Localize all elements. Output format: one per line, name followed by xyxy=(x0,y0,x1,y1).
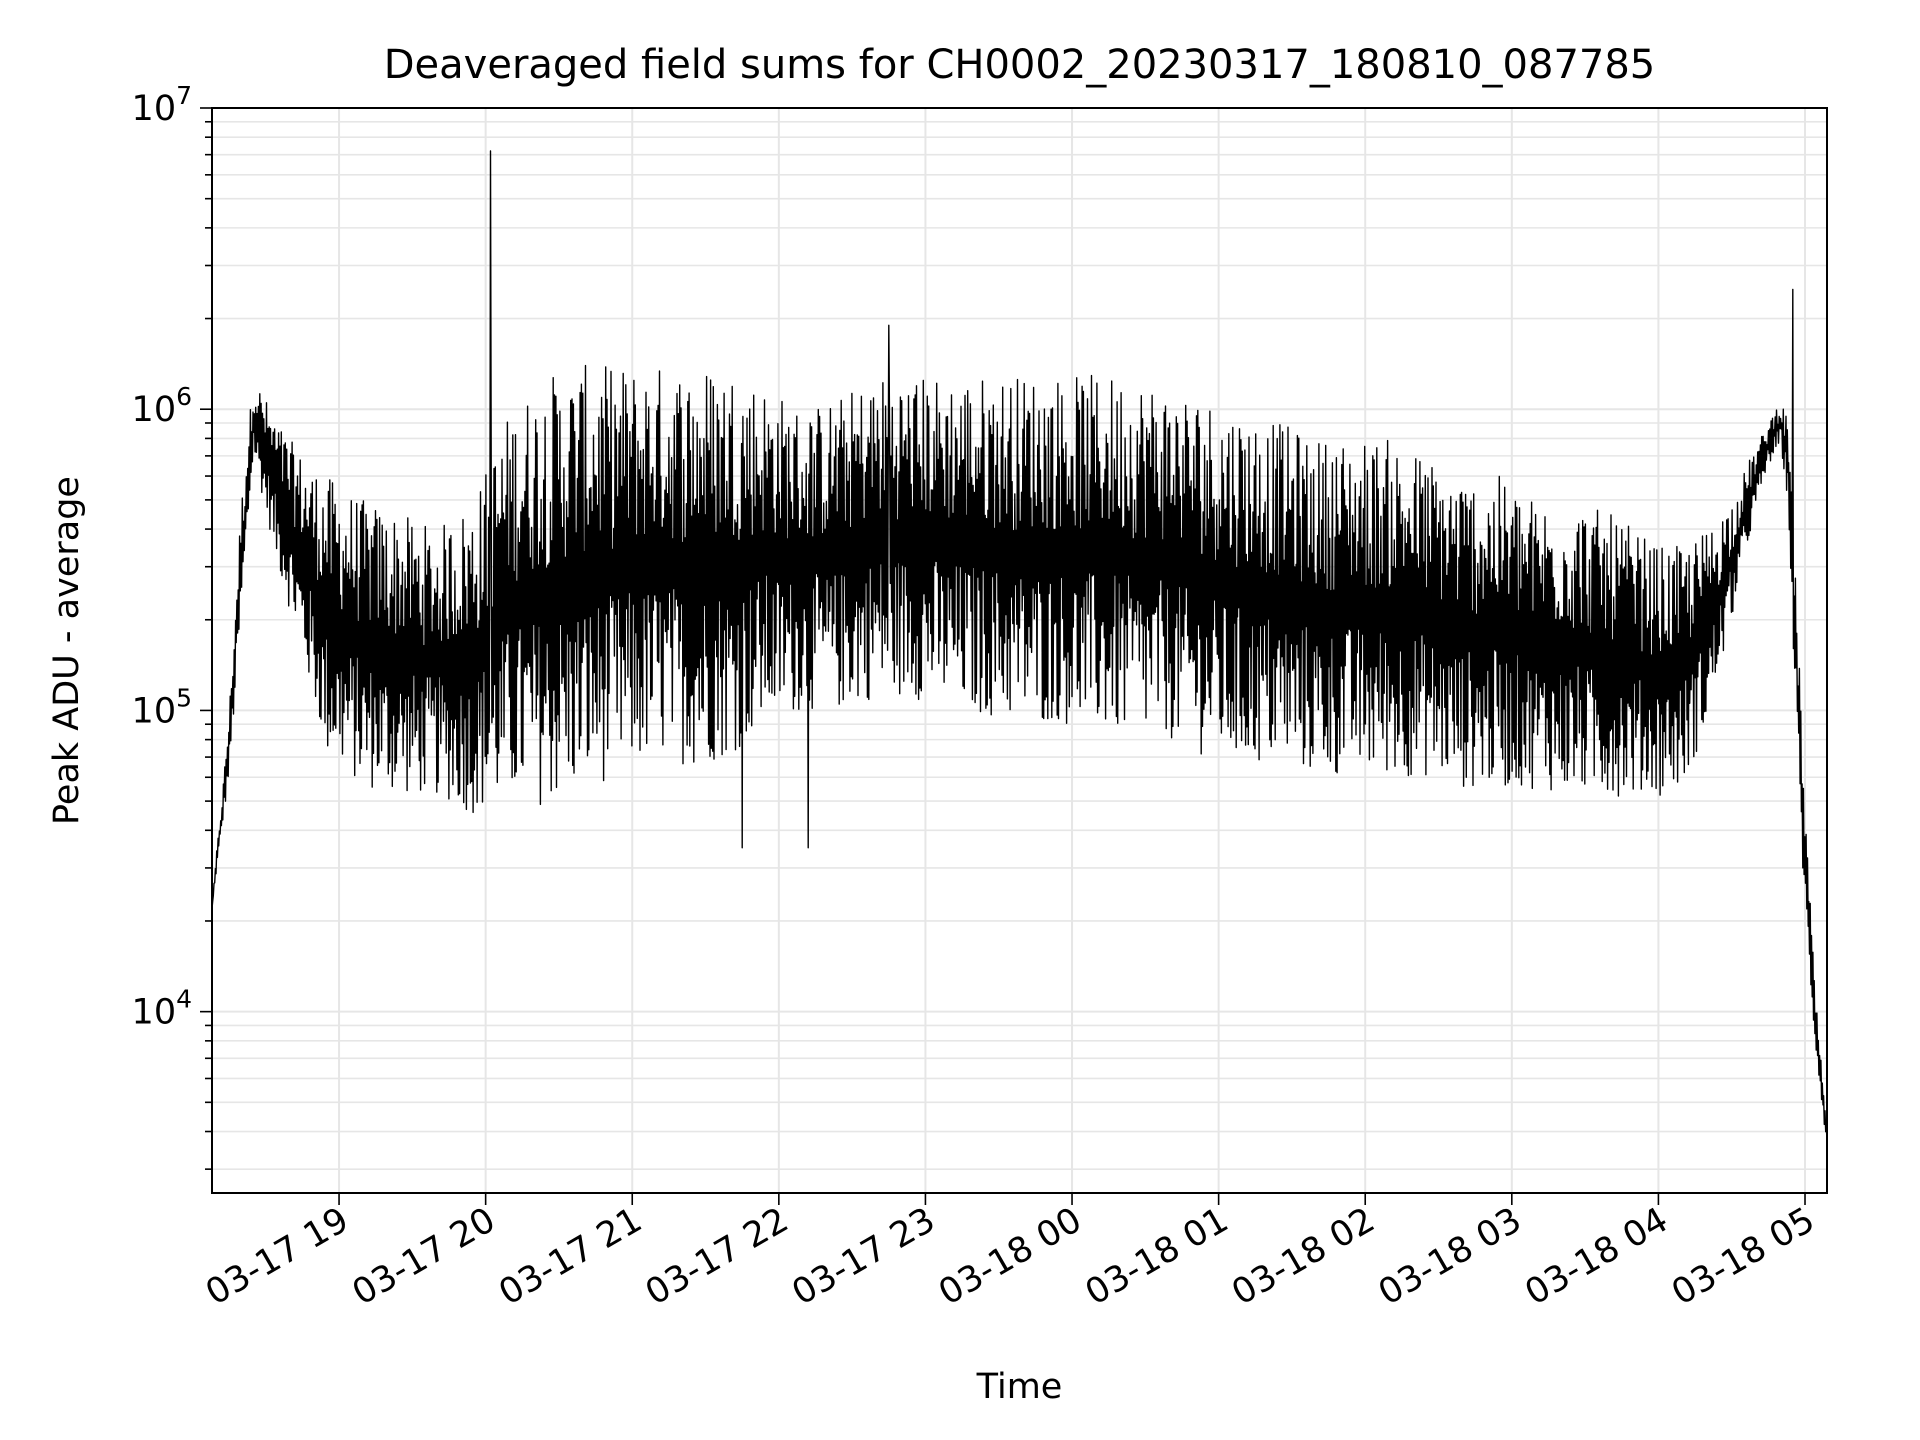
x-axis-label: Time xyxy=(976,1367,1063,1407)
y-tick-label-exponent: 6 xyxy=(176,382,192,411)
y-tick-label: 104 xyxy=(132,985,192,1033)
y-tick-label-exponent: 7 xyxy=(176,81,192,110)
y-tick-label-exponent: 5 xyxy=(176,683,192,712)
plot-frame xyxy=(211,107,1828,1194)
y-tick-label-base: 10 xyxy=(132,89,177,129)
y-tick-label-base: 10 xyxy=(132,390,177,430)
y-tick-label-base: 10 xyxy=(132,691,177,731)
y-axis-label: Peak ADU - average xyxy=(47,476,87,825)
data-layer xyxy=(211,150,1828,1143)
series-line xyxy=(211,150,1828,1143)
y-tick-label-base: 10 xyxy=(132,993,177,1033)
y-tick-label-exponent: 4 xyxy=(176,985,192,1014)
y-tick-label: 107 xyxy=(132,81,192,129)
y-tick-label: 106 xyxy=(132,382,192,430)
y-tick-label: 105 xyxy=(132,683,192,731)
chart-title: Deaveraged field sums for CH0002_2023031… xyxy=(384,42,1656,88)
